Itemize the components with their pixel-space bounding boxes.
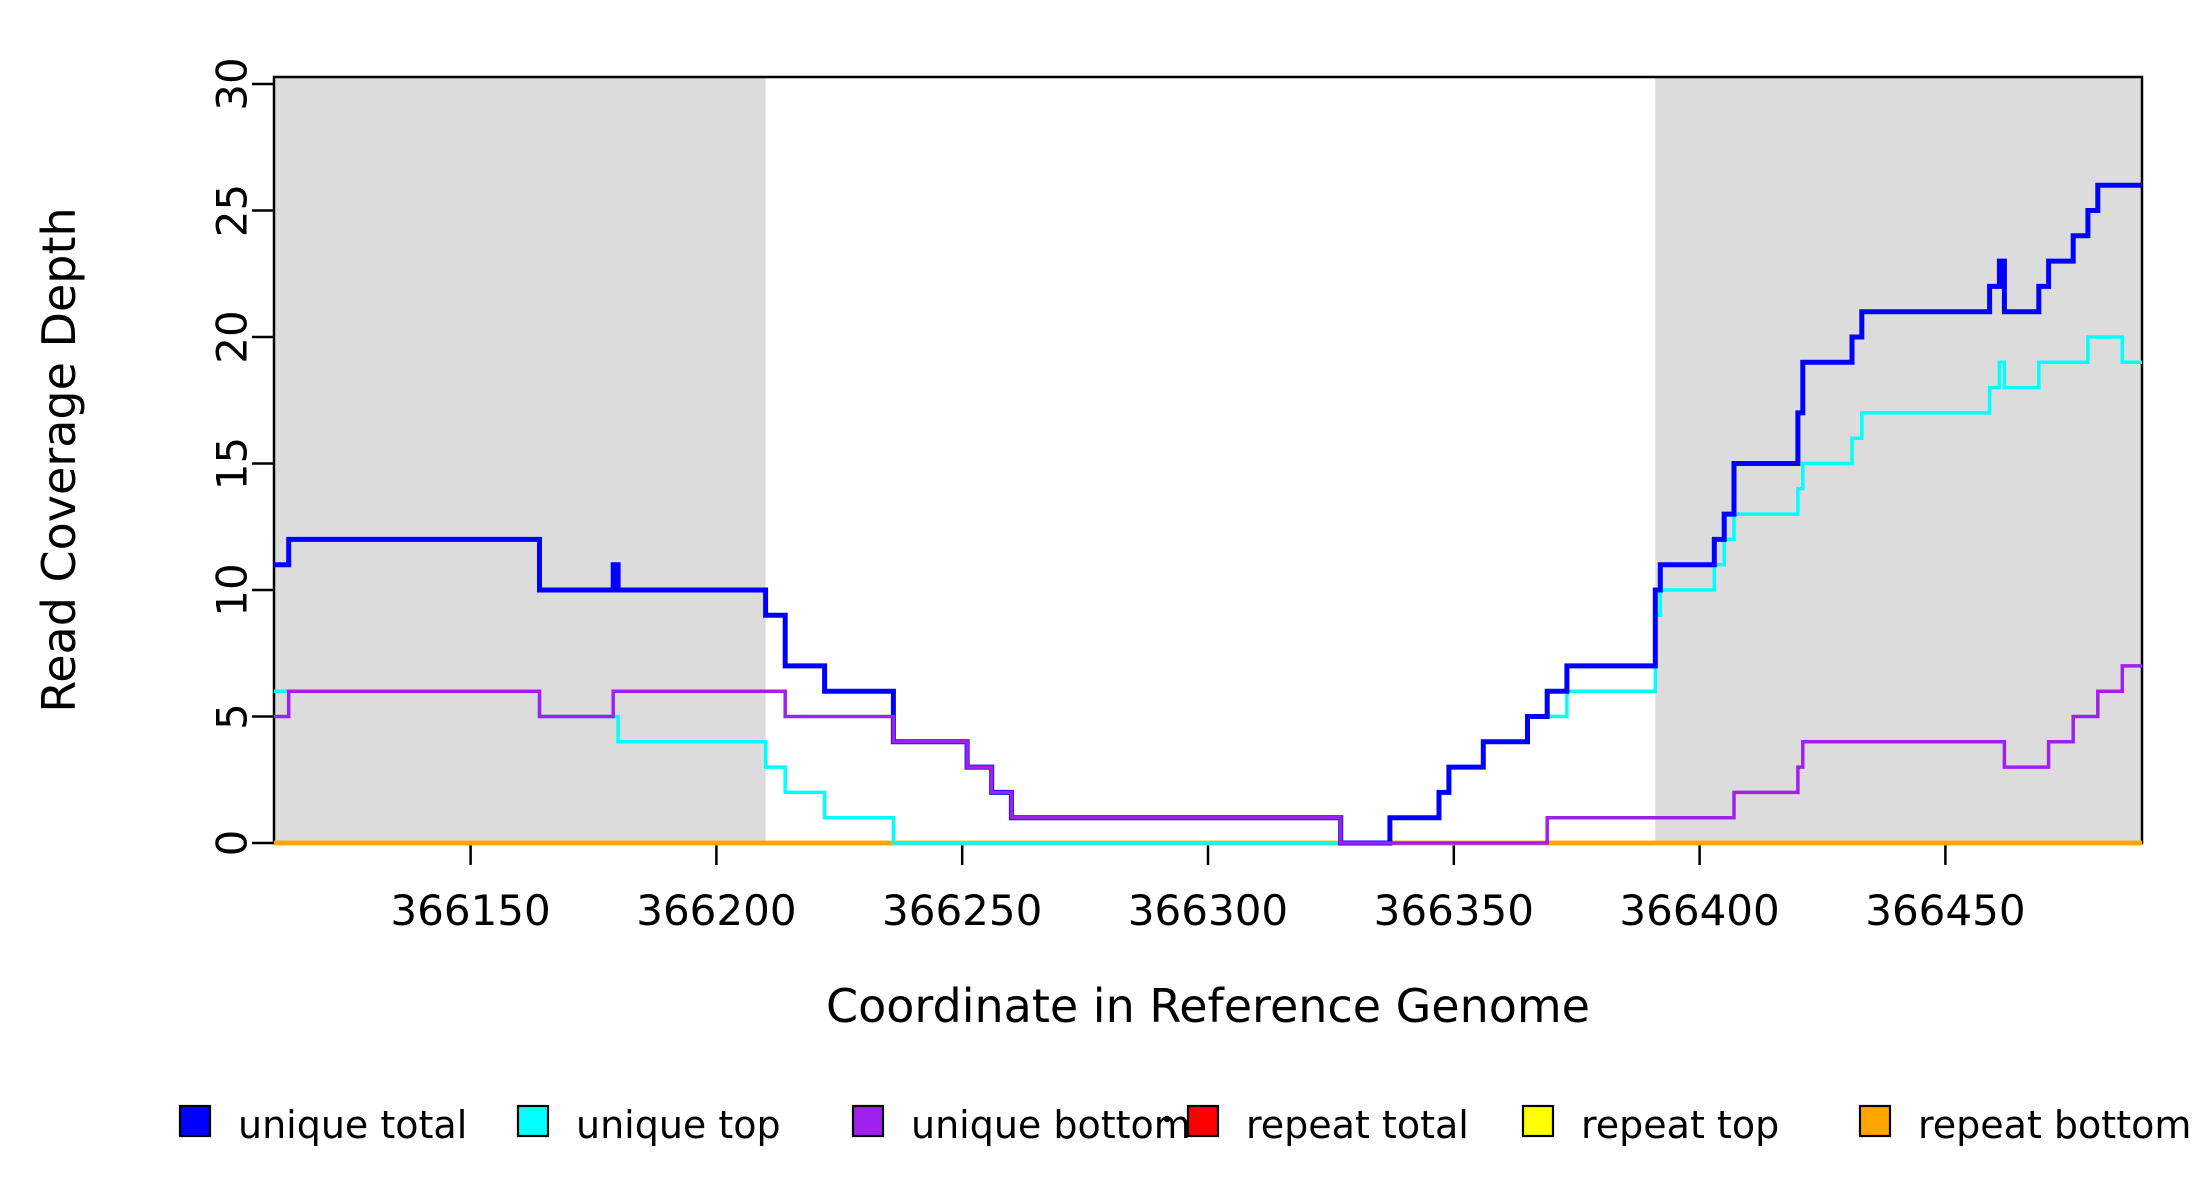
x-axis-ticks: 366150 366200 366250 366300 366350 366400 3664… — [390, 843, 2026, 935]
x-tick-label: 366450 — [1865, 886, 2025, 935]
y-axis-title: Read Coverage Depth — [32, 207, 86, 712]
y-tick-label: 20 — [208, 310, 257, 363]
y-tick-label: 5 — [208, 703, 257, 730]
series-line-unique-bottom — [274, 664, 2142, 845]
x-tick-label: 366250 — [882, 886, 1042, 935]
legend-label-repeat-total: repeat total — [1246, 1103, 1469, 1147]
y-tick-label: 0 — [208, 830, 257, 857]
shaded-regions — [274, 77, 2142, 843]
shaded-region — [274, 77, 766, 843]
x-tick-label: 366150 — [390, 886, 550, 935]
legend-swatch-repeat-bottom — [1858, 1104, 1892, 1138]
legend: unique total unique top unique bottom repea… — [178, 1103, 2191, 1147]
legend-label-unique-total: unique total — [238, 1103, 467, 1147]
series-line-unique-top — [274, 335, 2142, 845]
legend-swatch-repeat-total — [1186, 1104, 1220, 1138]
y-tick-label: 30 — [208, 57, 257, 110]
legend-swatch-unique-top — [516, 1104, 550, 1138]
legend-label-repeat-bottom: repeat bottom — [1918, 1103, 2191, 1147]
y-tick-label: 25 — [208, 184, 257, 237]
y-tick-label: 10 — [208, 563, 257, 616]
legend-swatch-repeat-top — [1521, 1104, 1555, 1138]
legend-label-unique-bottom: unique bottom — [911, 1103, 1191, 1147]
y-tick-label: 15 — [208, 437, 257, 490]
legend-label-repeat-top: repeat top — [1581, 1103, 1779, 1147]
legend-swatch-unique-bottom — [851, 1104, 885, 1138]
stray-dot — [1163, 1115, 1171, 1123]
y-axis-ticks: 0 5 10 15 20 25 30 — [208, 57, 274, 857]
series-line-unique-total — [274, 182, 2142, 846]
x-tick-label: 366200 — [636, 886, 796, 935]
legend-label-unique-top: unique top — [576, 1103, 781, 1147]
x-tick-label: 366350 — [1374, 886, 1534, 935]
series-lines — [274, 182, 2142, 846]
shaded-region — [1655, 77, 2142, 843]
x-axis-title: Coordinate in Reference Genome — [826, 979, 1590, 1033]
x-tick-label: 366400 — [1619, 886, 1779, 935]
legend-swatch-unique-total — [178, 1104, 212, 1138]
x-tick-label: 366300 — [1128, 886, 1288, 935]
